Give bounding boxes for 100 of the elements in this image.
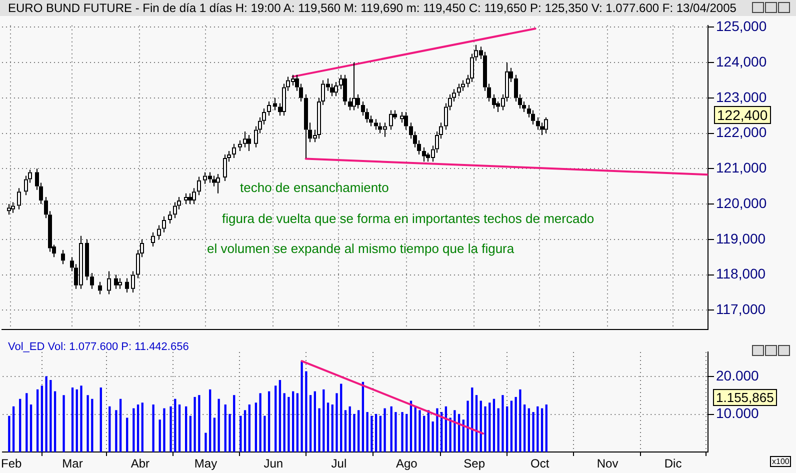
bar bbox=[174, 398, 176, 452]
bar bbox=[314, 391, 316, 452]
bar bbox=[506, 406, 508, 452]
bar bbox=[209, 389, 212, 452]
candlestick bbox=[343, 74, 347, 106]
bar bbox=[370, 416, 373, 452]
candlestick bbox=[107, 270, 111, 295]
bar bbox=[132, 408, 135, 452]
bar bbox=[278, 380, 282, 452]
y-tick-label: 120,000 bbox=[716, 194, 767, 211]
bar bbox=[163, 408, 166, 452]
candlestick bbox=[422, 146, 426, 162]
bar bbox=[406, 414, 408, 452]
x-tick-label: Mar bbox=[62, 456, 83, 471]
bar bbox=[264, 416, 266, 452]
bar bbox=[248, 404, 250, 452]
bar bbox=[358, 410, 360, 452]
bar bbox=[497, 408, 500, 452]
candlestick bbox=[304, 94, 308, 159]
candlestick bbox=[131, 270, 135, 293]
candlestick bbox=[184, 192, 188, 205]
bar bbox=[12, 406, 15, 452]
y-tick-label: 119,000 bbox=[716, 230, 766, 246]
bar bbox=[532, 412, 534, 452]
candlestick bbox=[247, 134, 251, 152]
candlestick bbox=[223, 154, 227, 182]
candlestick bbox=[7, 204, 11, 216]
bar bbox=[418, 410, 421, 452]
candlestick bbox=[151, 232, 155, 247]
bar bbox=[379, 416, 382, 452]
bar bbox=[484, 406, 486, 452]
candlestick bbox=[90, 272, 94, 290]
bar bbox=[514, 396, 517, 452]
bar bbox=[86, 395, 89, 452]
bar bbox=[322, 389, 325, 452]
x-tick-label: Ago bbox=[396, 456, 418, 471]
candlestick bbox=[374, 118, 378, 130]
y-tick-label: 123,000 bbox=[716, 88, 767, 105]
y-tick-label: 125,000 bbox=[716, 18, 767, 34]
y-tick-label: 124,000 bbox=[716, 53, 767, 70]
y-tick-label: 117,000 bbox=[716, 301, 766, 318]
text: x100 bbox=[770, 456, 792, 467]
candlestick bbox=[544, 116, 548, 134]
candlestick bbox=[400, 112, 404, 124]
bar bbox=[218, 398, 220, 452]
bar bbox=[8, 416, 10, 452]
bar bbox=[288, 396, 290, 452]
bar bbox=[336, 393, 338, 452]
bar bbox=[26, 393, 28, 452]
candlestick bbox=[192, 188, 196, 205]
bar bbox=[528, 408, 530, 452]
y-tick-label: 10.000 bbox=[716, 405, 760, 422]
candlestick bbox=[212, 175, 216, 187]
bar bbox=[300, 361, 303, 452]
bar bbox=[536, 406, 539, 452]
bar bbox=[141, 402, 144, 452]
bar bbox=[40, 386, 44, 452]
bar bbox=[254, 402, 258, 452]
candlestick bbox=[232, 143, 236, 159]
bar bbox=[194, 396, 196, 452]
bar bbox=[394, 412, 397, 452]
candlestick bbox=[197, 176, 201, 196]
candlestick bbox=[267, 100, 271, 116]
bar bbox=[259, 393, 262, 452]
bar bbox=[423, 416, 426, 452]
bar bbox=[228, 414, 231, 452]
bar bbox=[233, 395, 236, 452]
bar bbox=[519, 389, 522, 452]
candlestick bbox=[457, 83, 461, 97]
bar bbox=[353, 414, 356, 452]
bar bbox=[54, 391, 56, 452]
bar bbox=[189, 416, 192, 452]
bar bbox=[283, 393, 286, 452]
bar bbox=[502, 395, 504, 452]
y-tick-label: 118,000 bbox=[716, 266, 766, 282]
bar bbox=[36, 389, 39, 452]
bar bbox=[178, 404, 181, 452]
x-tick-label: Jul bbox=[331, 456, 347, 471]
x-tick-label: Oct bbox=[530, 456, 550, 471]
bar bbox=[492, 398, 496, 452]
bar bbox=[170, 406, 172, 452]
x-tick-label: Feb bbox=[1, 456, 22, 471]
bar bbox=[436, 408, 438, 452]
candlestick bbox=[118, 278, 122, 290]
bar bbox=[126, 418, 128, 452]
bar bbox=[136, 404, 140, 452]
candlestick bbox=[17, 188, 21, 210]
bar bbox=[224, 404, 226, 452]
bar bbox=[318, 408, 320, 452]
annotation: figura de vuelta que se forma en importantes techos de mercado bbox=[222, 211, 594, 226]
chart-title: Vol_ED Vol: 1.077.600 P: 11.442.656 bbox=[7, 340, 189, 354]
candlestick bbox=[125, 278, 129, 293]
bar bbox=[158, 420, 161, 452]
bar bbox=[523, 404, 526, 452]
candlestick bbox=[243, 131, 247, 148]
x-tick-label: Sep bbox=[464, 456, 486, 471]
bar bbox=[71, 388, 74, 452]
candlestick bbox=[98, 281, 102, 295]
bar bbox=[292, 391, 294, 452]
bar bbox=[268, 391, 270, 452]
